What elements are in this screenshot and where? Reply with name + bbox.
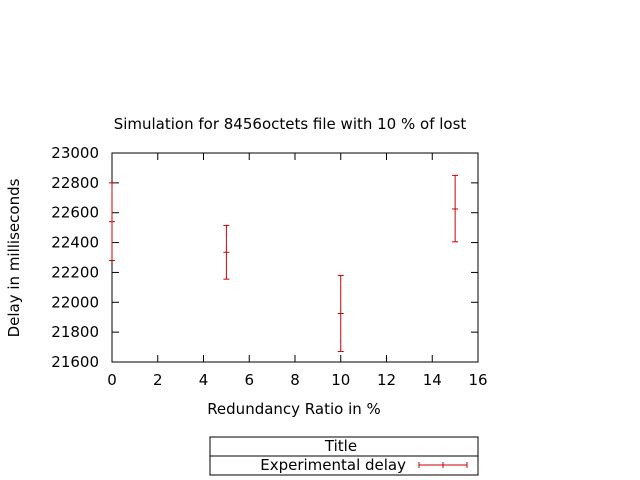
y-tick-label: 22800 [51,174,99,192]
x-tick-label: 16 [468,371,487,389]
y-tick-label: 22200 [51,263,99,281]
legend-title: Title [324,437,357,455]
legend-entry-label: Experimental delay [260,456,406,474]
x-tick-label: 6 [244,371,254,389]
y-axis: 21600 21800 22000 22200 22400 22600 22800 23000 [51,144,478,371]
x-tick-label: 2 [153,371,163,389]
error-bar-point [337,274,344,353]
x-tick-label: 4 [199,371,209,389]
legend-sample [418,462,468,468]
series-experimental-delay [109,174,459,353]
error-bar-point [109,182,115,261]
y-tick-label: 22000 [51,293,99,311]
chart-title: Simulation for 8456octets file with 10 %… [114,115,467,133]
legend: Title Experimental delay [209,436,479,476]
y-tick-label: 21800 [51,323,99,341]
error-bar-point [452,174,459,243]
error-bar-point [223,224,230,280]
x-axis: 0 2 4 6 8 10 12 14 16 [107,153,488,389]
y-tick-label: 22600 [51,204,99,222]
y-tick-label: 21600 [51,353,99,371]
x-tick-label: 12 [377,371,396,389]
y-tick-label: 22400 [51,234,99,252]
plot-frame [111,152,479,363]
x-tick-label: 14 [423,371,442,389]
x-tick-label: 0 [107,371,117,389]
x-axis-label: Redundancy Ratio in % [207,400,381,418]
y-tick-label: 23000 [51,144,99,162]
y-axis-label: Delay in milliseconds [5,178,23,337]
x-tick-label: 10 [331,371,350,389]
x-tick-label: 8 [290,371,300,389]
